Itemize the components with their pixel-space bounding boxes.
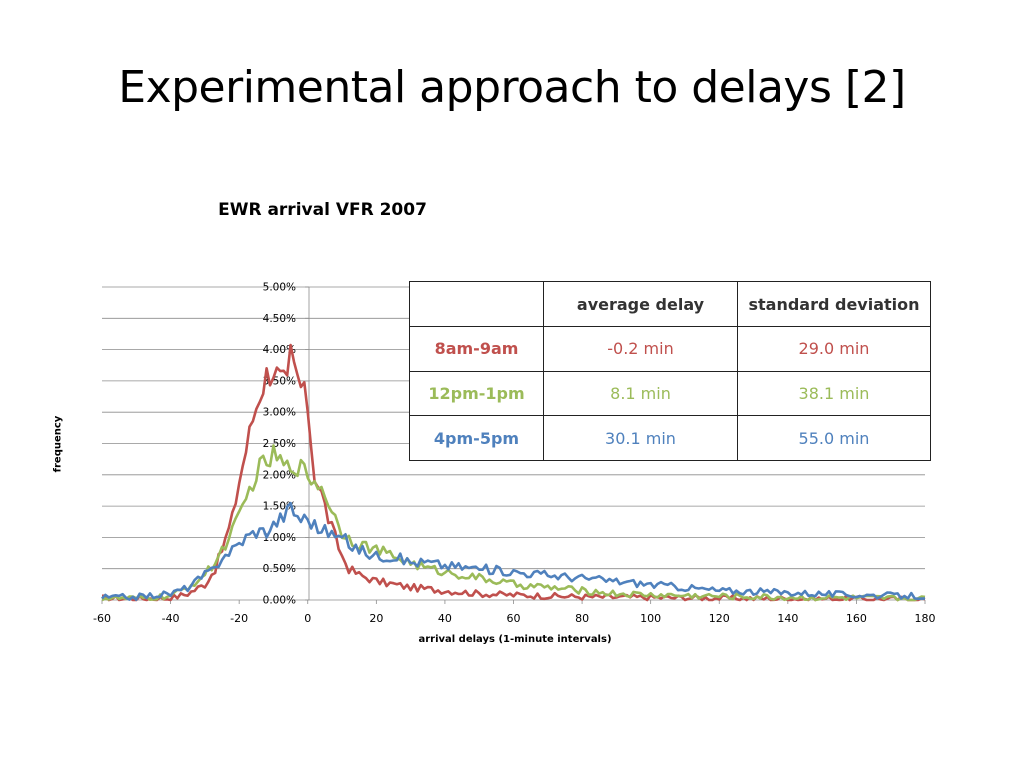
table-row: 12pm-1pm 8.1 min 38.1 min (409, 370, 931, 417)
slide-title: Experimental approach to delays [2] (118, 62, 906, 113)
y-tick-label: 2.50% (263, 438, 296, 450)
x-tick-label: -20 (230, 612, 248, 625)
table-row-average: 30.1 min (543, 415, 738, 461)
x-tick-label: 140 (777, 612, 798, 625)
chart-series (101, 343, 926, 602)
x-tick-label: 180 (915, 612, 936, 625)
y-tick-label: 5.00% (263, 282, 296, 294)
x-tick-label: 0 (304, 612, 311, 625)
table-row-period: 12pm-1pm (409, 370, 544, 417)
table-header-row: average delay standard deviation (409, 281, 931, 327)
y-tick-label: 0.50% (263, 563, 296, 575)
table-row-std: 38.1 min (737, 370, 931, 417)
x-tick-label: 60 (507, 612, 521, 625)
x-tick-label: 160 (846, 612, 867, 625)
delay-stats-table: average delay standard deviation 8am-9am… (409, 281, 931, 461)
x-tick-label: -40 (162, 612, 180, 625)
table-row: 8am-9am -0.2 min 29.0 min (409, 326, 931, 372)
x-axis-label: arrival delays (1-minute intervals) (418, 634, 612, 645)
y-tick-label: 4.50% (263, 313, 296, 325)
y-tick-label: 2.00% (263, 469, 296, 481)
table-row-average: 8.1 min (543, 370, 738, 417)
y-tick-label: 4.00% (263, 344, 296, 356)
y-tick-label: 1.00% (263, 532, 296, 544)
series-line-4pm-5pm (101, 501, 925, 601)
table-row-std: 29.0 min (737, 326, 931, 372)
x-tick-label: 80 (575, 612, 589, 625)
table-header-cell: standard deviation (737, 281, 931, 327)
y-tick-label: 1.50% (263, 501, 296, 513)
x-tick-labels: -60 -40 -20 0 20 40 60 80 100 120 140 160 180 (93, 612, 935, 625)
table-row-period: 8am-9am (409, 326, 544, 372)
y-tick-label: 0.00% (263, 595, 296, 607)
chart-title: EWR arrival VFR 2007 (218, 200, 427, 220)
table-row-std: 55.0 min (737, 415, 931, 461)
y-tick-label: 3.00% (263, 407, 296, 419)
series-line-12pm-1pm (101, 444, 926, 602)
x-tick-label: 40 (438, 612, 452, 625)
table-row-average: -0.2 min (543, 326, 738, 372)
table-header-cell: average delay (543, 281, 738, 327)
x-tick-label: -60 (93, 612, 111, 625)
table-header-cell (409, 281, 544, 327)
x-tick-label: 100 (640, 612, 661, 625)
table-row: 4pm-5pm 30.1 min 55.0 min (409, 415, 931, 461)
y-tick-labels: 0.00%0.50%1.00%1.50%2.00%2.50%3.00%3.50%… (263, 282, 296, 607)
table-row-period: 4pm-5pm (409, 415, 544, 461)
x-tick-label: 120 (709, 612, 730, 625)
x-tick-label: 20 (369, 612, 383, 625)
y-axis-label: frequency (52, 415, 64, 473)
